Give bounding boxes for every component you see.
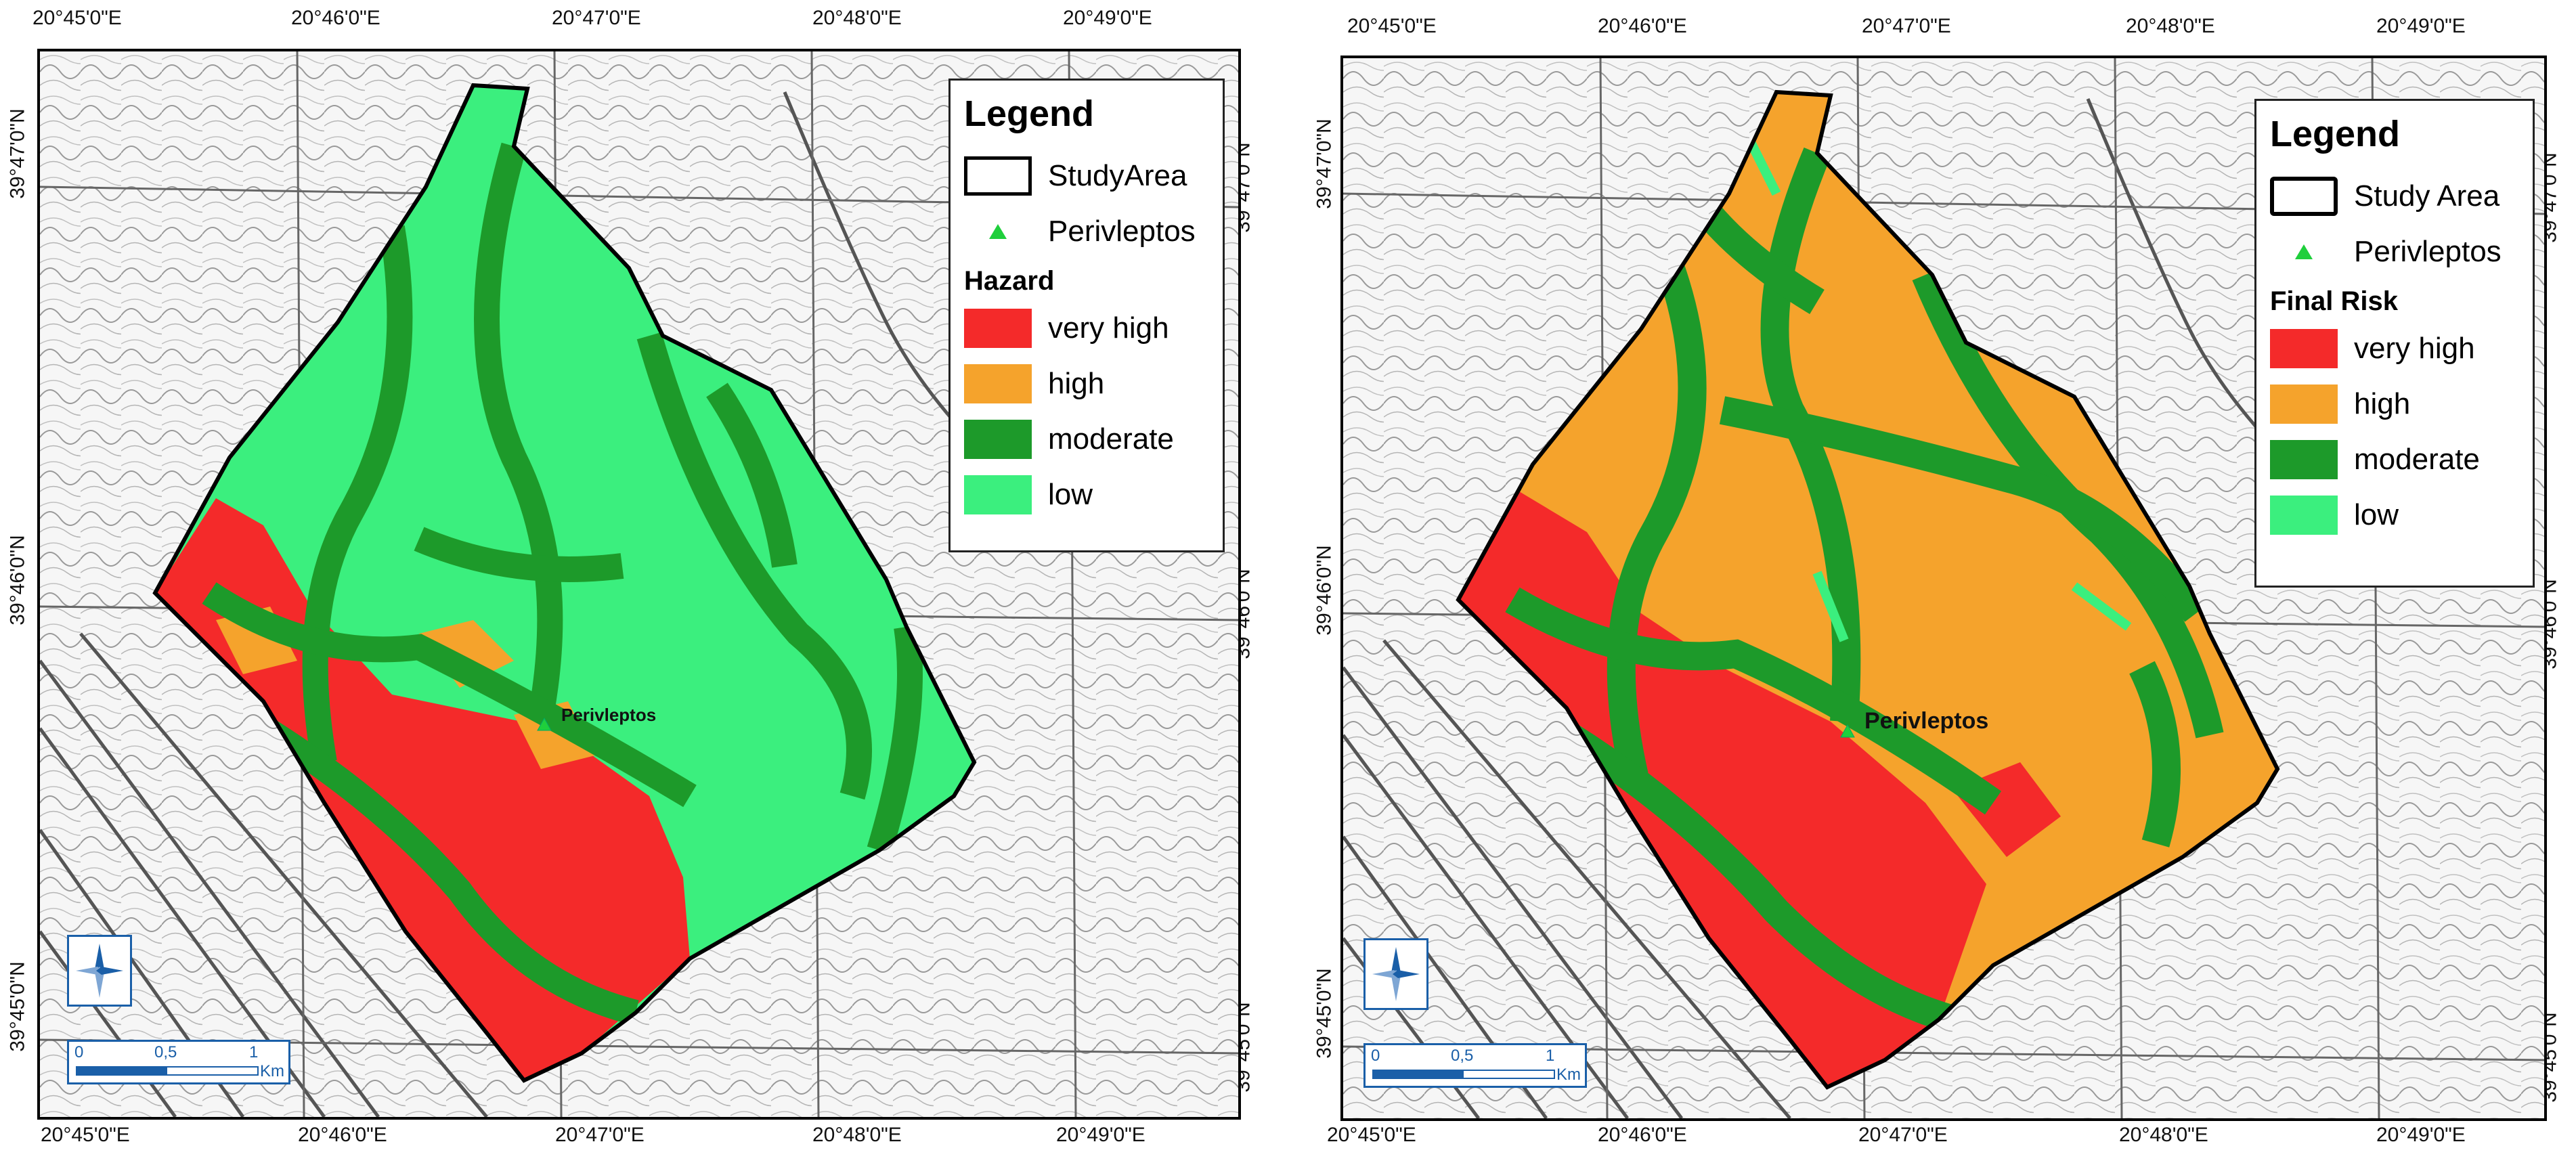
legend: Legend Study Area Perivleptos Final Risk… <box>2254 99 2535 588</box>
legend-label: low <box>1048 478 1093 511</box>
lat-tick-left: 39°47'0"N <box>6 108 29 199</box>
lon-tick-bottom: 20°48'0"E <box>2119 1124 2208 1146</box>
low-swatch <box>2270 496 2338 535</box>
triangle-icon <box>2270 232 2338 271</box>
lon-tick-bottom: 20°47'0"E <box>1858 1124 1948 1146</box>
risk-zone-moderate <box>1505 147 2224 1034</box>
legend-item-study-area: StudyArea <box>964 148 1209 204</box>
risk-map-frame: Perivleptos Legend Study Area Perivlepto… <box>1340 56 2547 1121</box>
scale-tick: 0,5 <box>154 1043 177 1061</box>
legend-class-title: Final Risk <box>2270 286 2398 316</box>
legend-item-moderate: moderate <box>2270 432 2519 487</box>
lat-tick-left: 39°47'0"N <box>1313 118 1336 209</box>
study-area-swatch <box>2270 177 2338 216</box>
legend: Legend StudyArea Perivleptos Hazard very… <box>948 79 1225 552</box>
legend-item-low: low <box>2270 487 2519 543</box>
scale-tick: 0 <box>1371 1047 1380 1065</box>
perivleptos-point <box>1840 724 1855 738</box>
lon-tick-bottom: 20°46'0"E <box>1598 1124 1687 1146</box>
hazard-map-panel: 20°45'0"E 20°46'0"E 20°47'0"E 20°48'0"E … <box>0 0 1259 1165</box>
lon-tick-top: 20°47'0"E <box>552 7 641 29</box>
lon-tick-top: 20°45'0"E <box>1347 15 1437 37</box>
lon-tick-bottom: 20°49'0"E <box>2376 1124 2466 1146</box>
risk-map-canvas <box>1343 58 2544 1118</box>
high-swatch <box>2270 384 2338 424</box>
perivleptos-point <box>537 717 552 731</box>
low-swatch <box>964 475 1032 514</box>
moderate-swatch <box>2270 440 2338 479</box>
lon-tick-bottom: 20°49'0"E <box>1056 1124 1145 1146</box>
lon-tick-top: 20°49'0"E <box>1063 7 1152 29</box>
legend-item-moderate: moderate <box>964 412 1209 467</box>
scale-tick: 0,5 <box>1451 1047 1474 1065</box>
scale-tick: 0 <box>74 1043 84 1061</box>
lon-tick-top: 20°48'0"E <box>812 7 902 29</box>
legend-label: StudyArea <box>1048 159 1187 192</box>
scale-bar: 0 0,5 1 Km <box>1363 1043 1587 1088</box>
legend-item-study-area: Study Area <box>2270 169 2519 224</box>
lat-tick-left: 39°46'0"N <box>1313 545 1336 636</box>
legend-item-very-high: very high <box>964 301 1209 356</box>
legend-item-high: high <box>2270 376 2519 432</box>
study-area-boundary <box>152 83 977 1083</box>
legend-label: very high <box>1048 311 1169 345</box>
scale-bar: 0 0,5 1 Km <box>67 1040 290 1084</box>
legend-class-title: Hazard <box>964 266 1055 296</box>
study-area-swatch <box>964 156 1032 196</box>
lon-tick-bottom: 20°46'0"E <box>298 1124 387 1146</box>
risk-map-panel: 20°45'0"E 20°46'0"E 20°47'0"E 20°48'0"E … <box>1307 0 2576 1165</box>
compass-icon <box>1363 938 1428 1010</box>
lat-tick-left: 39°46'0"N <box>6 535 29 625</box>
lon-tick-top: 20°49'0"E <box>2376 15 2466 37</box>
lon-tick-top: 20°46'0"E <box>1598 15 1687 37</box>
legend-item-point: Perivleptos <box>2270 224 2519 280</box>
lon-tick-bottom: 20°45'0"E <box>41 1124 130 1146</box>
hazard-zone-high <box>216 607 595 769</box>
legend-item-low: low <box>964 467 1209 523</box>
legend-label: Perivleptos <box>1048 215 1196 248</box>
legend-label: Study Area <box>2354 179 2500 213</box>
very-high-swatch <box>964 309 1032 348</box>
legend-item-high: high <box>964 356 1209 412</box>
legend-item-point: Perivleptos <box>964 204 1209 259</box>
legend-label: Perivleptos <box>2354 235 2502 268</box>
lon-tick-bottom: 20°47'0"E <box>555 1124 645 1146</box>
legend-label: very high <box>2354 332 2475 365</box>
legend-label: high <box>2354 387 2411 420</box>
triangle-icon <box>964 212 1032 251</box>
high-swatch <box>964 364 1032 403</box>
compass-icon <box>67 935 132 1007</box>
scale-tick: 1 <box>249 1043 259 1061</box>
hazard-map-frame: Perivleptos Legend StudyArea Perivleptos… <box>37 49 1241 1120</box>
legend-label: low <box>2354 498 2399 531</box>
lon-tick-top: 20°46'0"E <box>291 7 380 29</box>
very-high-swatch <box>2270 329 2338 368</box>
perivleptos-label: Perivleptos <box>1864 708 1989 734</box>
lon-tick-top: 20°47'0"E <box>1862 15 1951 37</box>
lon-tick-bottom: 20°45'0"E <box>1327 1124 1416 1146</box>
scale-tick: 1 <box>1546 1047 1555 1065</box>
legend-label: moderate <box>2354 443 2480 476</box>
lon-tick-bottom: 20°48'0"E <box>812 1124 902 1146</box>
legend-title: Legend <box>2270 114 2401 154</box>
moderate-swatch <box>964 420 1032 459</box>
lon-tick-top: 20°48'0"E <box>2126 15 2215 37</box>
legend-title: Legend <box>964 93 1095 134</box>
perivleptos-label: Perivleptos <box>561 705 657 725</box>
legend-label: high <box>1048 367 1105 400</box>
lat-tick-left: 39°45'0"N <box>6 961 29 1052</box>
risk-zone-low <box>1745 137 2132 642</box>
study-area-boundary <box>1456 89 2280 1090</box>
scale-unit: Km <box>1556 1065 1581 1084</box>
scale-unit: Km <box>260 1062 284 1080</box>
lon-tick-top: 20°45'0"E <box>32 7 122 29</box>
legend-item-very-high: very high <box>2270 321 2519 376</box>
lat-tick-left: 39°45'0"N <box>1313 968 1336 1059</box>
legend-label: moderate <box>1048 422 1174 456</box>
hazard-zone-moderate <box>202 142 923 1026</box>
